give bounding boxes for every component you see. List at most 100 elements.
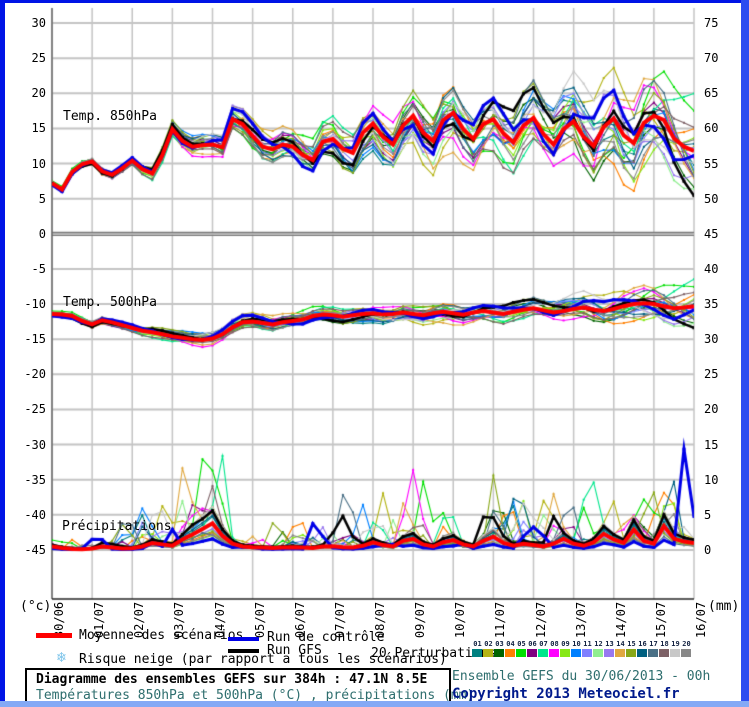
- perturbation-color-swatch: [494, 649, 504, 657]
- legend-gfs-label: Run GFS: [267, 643, 322, 658]
- left-tick-label: 0: [38, 226, 46, 241]
- panel-label-precip: Précipitations: [62, 519, 172, 534]
- perturbation-number: 14: [616, 640, 625, 648]
- perturbation-color-swatch: [626, 649, 636, 657]
- right-tick-label: 30: [704, 332, 719, 347]
- perturbation-12: 12: [593, 640, 604, 658]
- left-tick-label: -15: [24, 332, 46, 347]
- perturbation-06: 06: [527, 640, 538, 658]
- perturbation-number: 18: [660, 640, 669, 648]
- perturbation-number: 01: [473, 640, 482, 648]
- perturbation-07: 07: [538, 640, 549, 658]
- left-tick-label: 20: [31, 86, 46, 101]
- perturbation-number: 04: [506, 640, 515, 648]
- right-tick-label: 20: [704, 402, 719, 417]
- perturbation-01: 01: [472, 640, 483, 658]
- left-tick-label: 15: [31, 121, 46, 136]
- perturbation-color-swatch: [670, 649, 680, 657]
- perturbation-13: 13: [604, 640, 615, 658]
- perturbation-color-swatch: [549, 649, 559, 657]
- right-tick-label: 55: [704, 156, 719, 171]
- copyright-text: Copyright 2013 Meteociel.fr: [452, 686, 680, 702]
- chart-subtitle: Températures 850hPa et 500hPa (°C) , pré…: [36, 688, 475, 703]
- right-axis-unit-label: (mm): [708, 599, 740, 614]
- perturbation-number: 20: [682, 640, 691, 648]
- x-tick-label: 15/07: [653, 601, 668, 639]
- perturbation-number: 17: [649, 640, 658, 648]
- perturbation-color-swatch: [571, 649, 581, 657]
- perturbation-color-swatch: [505, 649, 515, 657]
- perturbation-10: 10: [571, 640, 582, 658]
- perturbation-16: 16: [637, 640, 648, 658]
- gfs-line-swatch: [228, 649, 259, 653]
- perturbation-04: 04: [505, 640, 516, 658]
- legend-control-label: Run de contrôle: [267, 630, 385, 645]
- left-tick-label: -40: [24, 507, 46, 522]
- window-border-bottom: [0, 701, 749, 707]
- left-tick-label: -45: [24, 543, 46, 557]
- perturbation-number: 09: [561, 640, 570, 648]
- right-tick-label: 5: [704, 507, 712, 522]
- left-tick-label: 25: [31, 51, 46, 66]
- right-tick-label: 75: [704, 16, 719, 30]
- run-info-text: Ensemble GEFS du 30/06/2013 - 00h: [452, 669, 711, 684]
- mean-line-swatch: [36, 633, 72, 638]
- perturbation-number: 13: [605, 640, 614, 648]
- perturbation-color-swatch: [604, 649, 614, 657]
- perturbation-number: 03: [495, 640, 504, 648]
- window-border-left: [0, 0, 5, 707]
- perturbation-number: 06: [528, 640, 537, 648]
- left-tick-label: 5: [38, 191, 46, 206]
- perturbation-number: 05: [517, 640, 526, 648]
- perturbation-color-swatch: [483, 649, 493, 657]
- x-tick-label: 14/07: [613, 601, 628, 639]
- perturbation-color-swatch: [560, 649, 570, 657]
- panel-label-temp850: Temp. 850hPa: [63, 109, 157, 124]
- perturbation-color-swatch: [681, 649, 691, 657]
- x-tick-label: 10/07: [453, 601, 468, 639]
- window-border-right: [741, 0, 749, 707]
- perturbation-number: 10: [572, 640, 581, 648]
- x-tick-label: 16/07: [694, 601, 708, 639]
- left-tick-label: -20: [24, 367, 46, 382]
- perturbation-number: 15: [627, 640, 636, 648]
- left-tick-label: -25: [24, 402, 46, 417]
- perturbation-color-swatch: [637, 649, 647, 657]
- perturbation-number: 12: [594, 640, 603, 648]
- chart-title-box: Diagramme des ensembles GEFS sur 384h : …: [25, 668, 475, 705]
- right-tick-label: 50: [704, 191, 719, 206]
- perturbation-number: 11: [583, 640, 592, 648]
- perturbation-19: 19: [670, 640, 681, 658]
- x-tick-label: 13/07: [573, 601, 588, 639]
- right-tick-label: 25: [704, 367, 719, 382]
- perturbation-color-swatch: [615, 649, 625, 657]
- legend-snow-label: Risque neige (par rapport a tous les scé…: [79, 652, 447, 667]
- perturbation-14: 14: [615, 640, 626, 658]
- snowflake-icon: ❄: [57, 648, 67, 666]
- legend-perturbations-label: 20 Perturbations: [371, 646, 497, 661]
- right-tick-label: 70: [704, 51, 719, 66]
- perturbation-20: 20: [681, 640, 692, 658]
- perturbation-number: 02: [484, 640, 493, 648]
- perturbation-color-swatch: [659, 649, 669, 657]
- perturbation-09: 09: [560, 640, 571, 658]
- right-tick-label: 65: [704, 86, 719, 101]
- perturbation-11: 11: [582, 640, 593, 658]
- perturbation-color-swatch: [593, 649, 603, 657]
- x-tick-label: 11/07: [493, 601, 508, 639]
- right-tick-label: 35: [704, 297, 719, 312]
- left-tick-label: -30: [24, 437, 46, 452]
- left-tick-label: 10: [31, 156, 46, 171]
- perturbation-17: 17: [648, 640, 659, 658]
- left-axis-unit-label: (°c): [20, 599, 52, 614]
- x-tick-label: 12/07: [533, 601, 548, 639]
- perturbation-color-swatch: [472, 649, 482, 657]
- x-tick-label: 09/07: [413, 601, 428, 639]
- perturbation-number: 19: [671, 640, 680, 648]
- perturbation-number: 08: [550, 640, 559, 648]
- perturbation-03: 03: [494, 640, 505, 658]
- right-tick-label: 60: [704, 121, 719, 136]
- perturbation-color-swatch: [582, 649, 592, 657]
- perturbation-02: 02: [483, 640, 494, 658]
